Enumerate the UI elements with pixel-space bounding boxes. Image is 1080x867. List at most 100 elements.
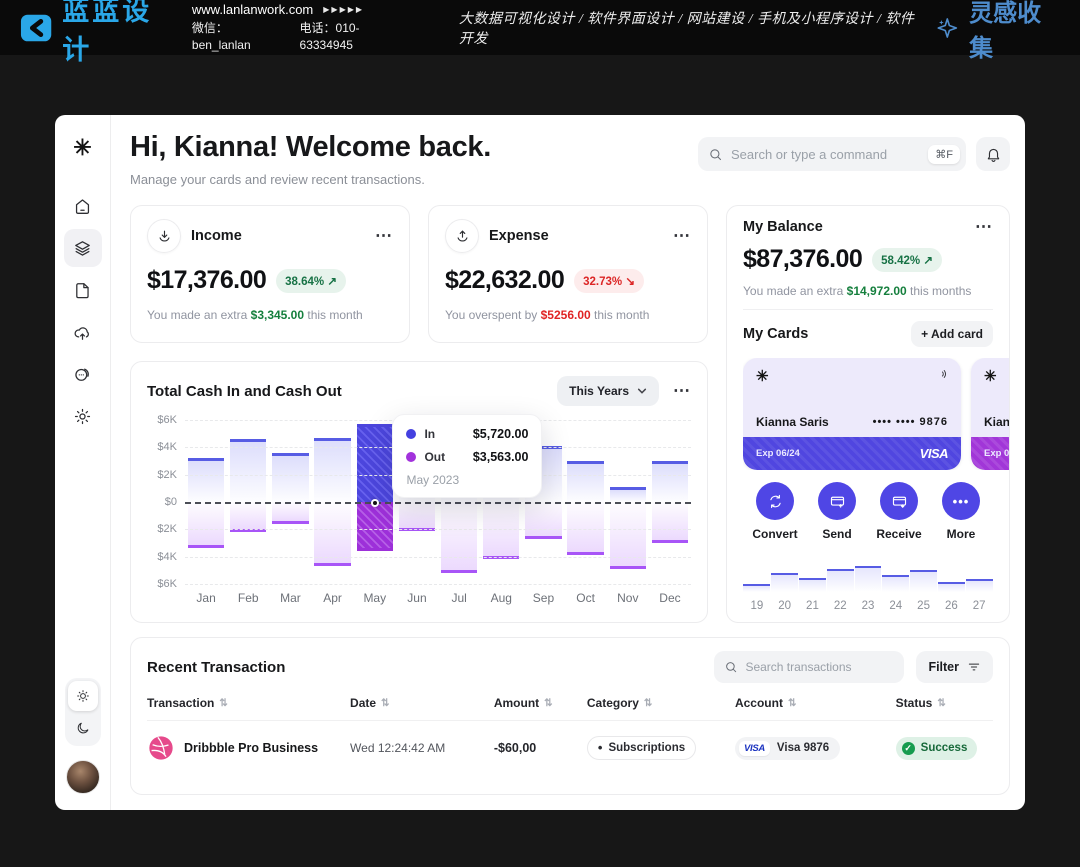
- send-card-icon: [830, 496, 844, 508]
- banner-website: www.lanlanwork.com: [191, 1, 314, 17]
- column-header-amount[interactable]: Amount ⇅: [493, 696, 553, 710]
- search-icon: [726, 662, 737, 673]
- sidebar-item-documents[interactable]: [64, 271, 102, 309]
- mini-chart-day-label: 20: [778, 600, 792, 612]
- y-axis-tick: $6K: [157, 414, 177, 426]
- visa-chip-logo: VISA: [738, 740, 770, 756]
- bar-out: [651, 502, 689, 543]
- transactions-title: Recent Transaction: [147, 658, 286, 676]
- sort-icon: ⇅: [787, 697, 797, 709]
- app-logo-icon: ✳: [73, 135, 92, 160]
- expense-amount: $22,632.00: [445, 266, 565, 294]
- filter-button[interactable]: Filter: [916, 651, 993, 683]
- expense-label: Expense: [489, 228, 549, 244]
- column-header-transaction[interactable]: Transaction ⇅: [147, 696, 228, 710]
- credit-card-primary[interactable]: ✳ Kianna Saris •••• •••• 9876 Exp 06/24: [743, 358, 961, 470]
- receive-button[interactable]: Receive: [871, 482, 927, 541]
- notifications-button[interactable]: [976, 137, 1010, 171]
- income-card: Income ⋯ $17,376.00 38.64% ↗ You made an…: [130, 205, 410, 343]
- mini-chart-day-label: 25: [917, 600, 930, 612]
- column-header-account[interactable]: Account ⇅: [734, 696, 797, 710]
- mini-bar-chart: [743, 554, 994, 592]
- bar-in: [567, 461, 604, 502]
- check-icon: ✓: [901, 741, 915, 755]
- gridline: [185, 529, 691, 531]
- sort-icon: ⇅: [381, 697, 390, 709]
- sidebar-item-home[interactable]: [64, 187, 102, 225]
- divider: [743, 309, 993, 310]
- column-header-category[interactable]: Category ⇅: [586, 696, 653, 710]
- expense-more-button[interactable]: ⋯: [673, 226, 691, 245]
- light-mode-button[interactable]: [67, 681, 98, 711]
- send-button[interactable]: Send: [809, 482, 865, 541]
- brand-logo-icon: [20, 14, 52, 41]
- recent-transactions-card: Recent Transaction Search transactions F…: [130, 637, 1010, 795]
- dot-icon: •: [597, 740, 603, 755]
- global-search-input[interactable]: Search or type a command ⌘F: [698, 137, 966, 171]
- mini-bar: [966, 579, 994, 592]
- x-axis-label: Jan: [196, 591, 216, 605]
- dribbble-logo-icon: [149, 736, 173, 760]
- bar-out: [356, 502, 393, 551]
- arrow-down-tray-icon: [159, 230, 169, 241]
- expense-footer: You overspent by $5256.00 this month: [445, 308, 650, 322]
- transactions-search-input[interactable]: Search transactions: [714, 651, 905, 683]
- zero-baseline: [185, 502, 691, 504]
- account-badge: VISA Visa 9876: [734, 736, 841, 760]
- dark-mode-button[interactable]: [68, 713, 98, 743]
- chevron-down-icon: [637, 388, 647, 394]
- expense-icon-circle: [445, 219, 479, 253]
- x-axis-label: Oct: [576, 591, 595, 605]
- user-avatar[interactable]: [65, 760, 100, 794]
- home-icon: [75, 198, 90, 214]
- sort-icon: ⇅: [219, 697, 228, 709]
- banner-contact-info: www.lanlanwork.com ▶▶▶▶▶ 微信：ben_lanlan 电…: [192, 1, 407, 55]
- transaction-row[interactable]: Dribbble Pro Business Wed 12:24:42 AM -$…: [147, 721, 993, 762]
- credit-card-secondary[interactable]: ✳ Kianna Exp 06/2: [971, 358, 1009, 470]
- mini-chart-day-label: 23: [861, 600, 875, 612]
- balance-more-button[interactable]: ⋯: [975, 217, 993, 236]
- mini-bar: [882, 575, 910, 592]
- sidebar-item-settings[interactable]: [64, 397, 102, 435]
- transactions-search-placeholder: Search transactions: [745, 660, 852, 674]
- cashflow-plot: In $5,720.00 Out $3,563.00 May 2023 $6K $4K…: [157, 414, 691, 590]
- banner-phone: 电话：010-63334945: [299, 20, 360, 52]
- x-axis-label: Mar: [280, 591, 301, 605]
- card-expiry: Exp 06/2: [984, 448, 1009, 459]
- mini-bar: [854, 566, 882, 592]
- chart-period-dropdown[interactable]: This Years: [557, 376, 659, 406]
- sort-icon: ⇅: [937, 697, 946, 709]
- y-axis-tick: $6K: [157, 578, 177, 590]
- sidebar-item-cloud[interactable]: [64, 313, 102, 351]
- mini-chart-day-label: 19: [750, 600, 764, 612]
- brand-logo: 蓝蓝设计: [20, 0, 176, 67]
- mini-chart-day-label: 27: [972, 600, 986, 612]
- page-subtitle: Manage your cards and review recent tran…: [130, 172, 425, 187]
- add-card-button[interactable]: + Add card: [911, 321, 993, 347]
- mini-bar: [910, 570, 938, 592]
- bar-in: [314, 437, 351, 502]
- balance-footer: You made an extra $14,972.00 this months: [743, 284, 972, 298]
- chart-month-column: [607, 420, 649, 584]
- x-axis-label: Sep: [532, 591, 555, 605]
- expense-trend-badge: 32.73% ↘: [574, 268, 644, 293]
- column-header-status[interactable]: Status ⇅: [895, 696, 946, 710]
- bar-in: [272, 452, 309, 502]
- sidebar-item-messages[interactable]: [64, 355, 102, 393]
- x-axis-labels: Jan Feb Mar Apr May Jun Jul Aug Sep Oct Nov Dec: [185, 591, 691, 605]
- convert-button[interactable]: Convert: [747, 482, 803, 541]
- visa-logo: VISA: [919, 446, 949, 461]
- main-content: Hi, Kianna! Welcome back. Manage your ca…: [111, 115, 1025, 810]
- transaction-name: Dribbble Pro Business: [184, 741, 319, 755]
- more-actions-button[interactable]: ••• More: [933, 482, 989, 541]
- balance-card: My Balance ⋯ $87,376.00 58.42% ↗ You mad…: [726, 205, 1010, 623]
- sidebar-item-dashboard[interactable]: [63, 229, 102, 267]
- chart-month-column: [269, 420, 311, 584]
- income-more-button[interactable]: ⋯: [375, 226, 393, 245]
- gear-icon: [74, 408, 91, 424]
- card-logo-icon: ✳: [756, 368, 769, 385]
- bar-out: [567, 502, 604, 556]
- card-holder-name: Kianna: [984, 415, 1009, 429]
- chart-more-button[interactable]: ⋯: [673, 381, 691, 400]
- column-header-date[interactable]: Date ⇅: [350, 696, 390, 710]
